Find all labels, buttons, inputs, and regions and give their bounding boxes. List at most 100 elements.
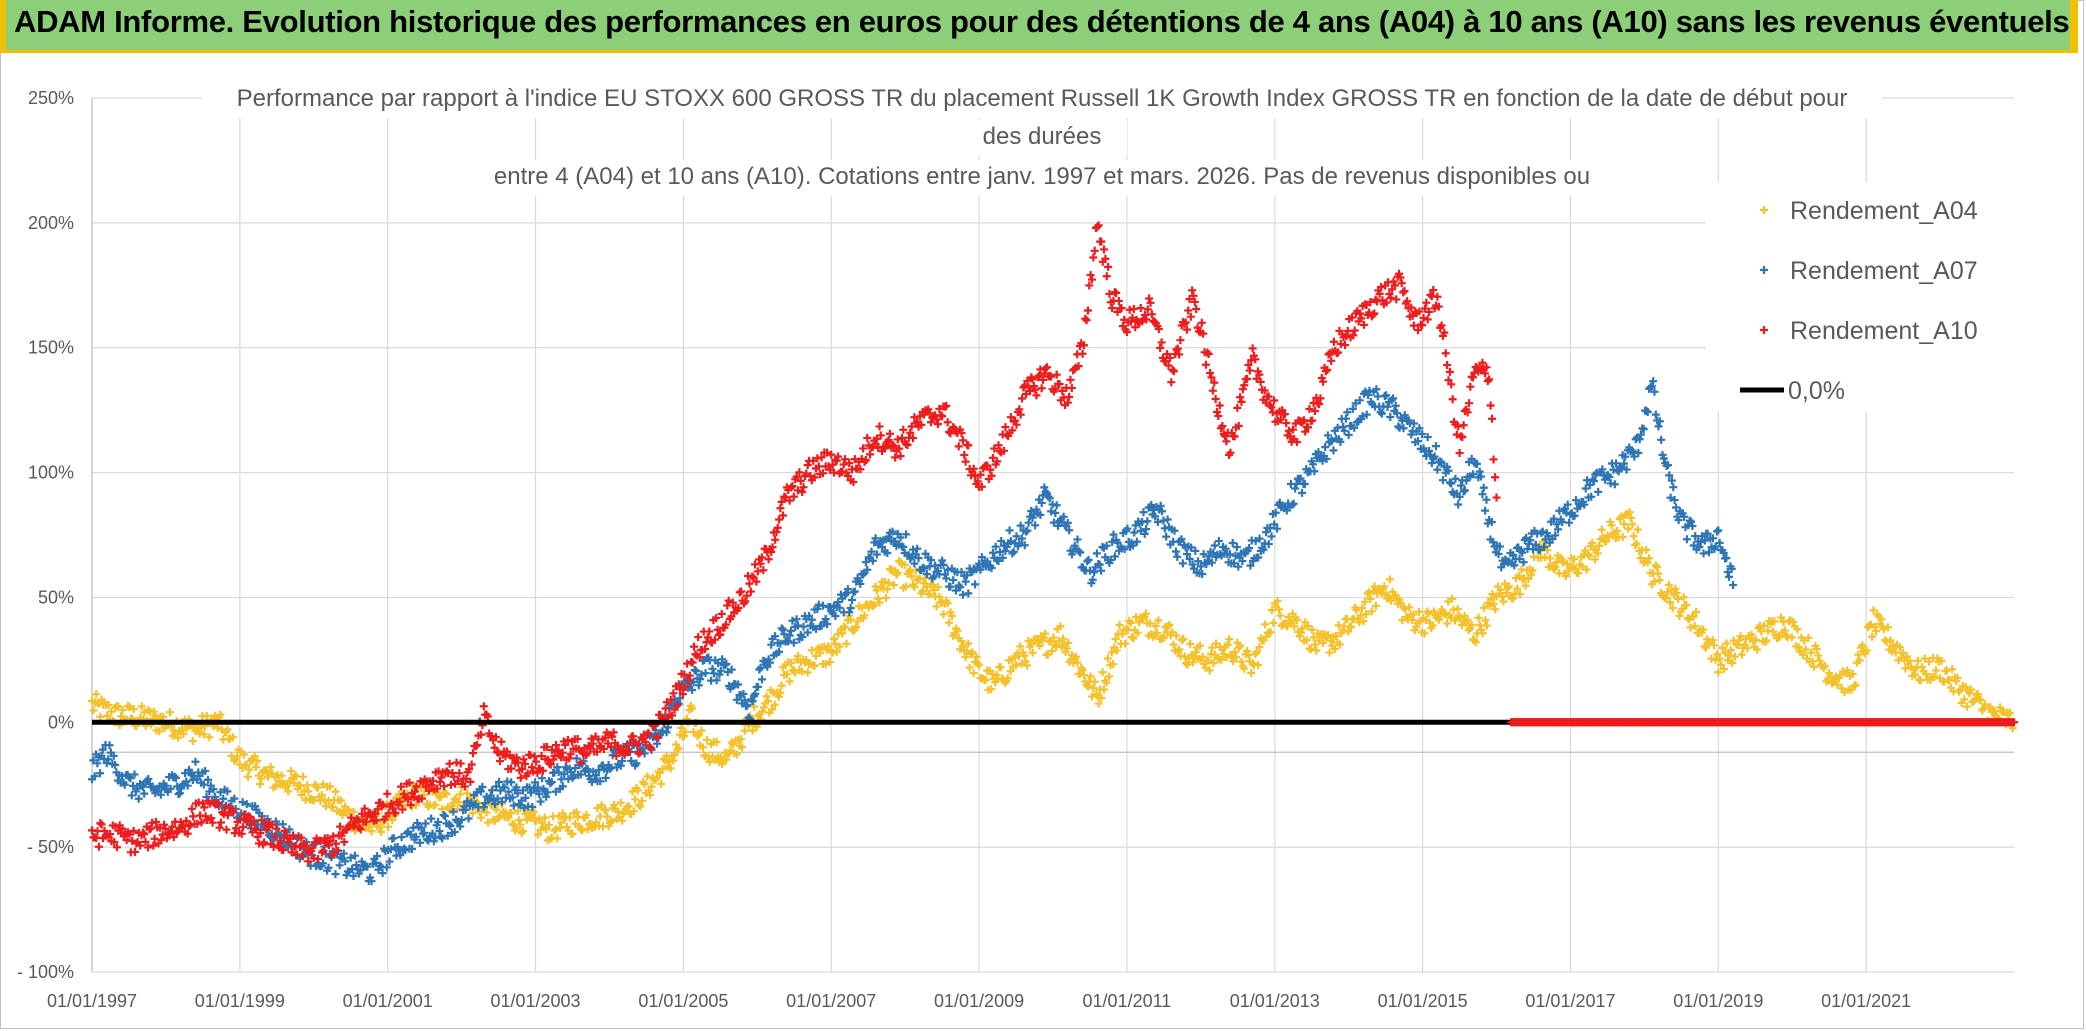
data-point: [556, 823, 565, 832]
data-point: [1390, 281, 1399, 290]
series-rendement-a07: [88, 377, 1738, 886]
data-point: [1637, 430, 1646, 439]
data-point: [550, 826, 559, 835]
data-point: [803, 461, 812, 470]
data-point: [1122, 624, 1131, 633]
data-point: [1027, 639, 1036, 648]
data-point: [97, 820, 106, 829]
data-point: [1284, 426, 1293, 435]
data-point: [1448, 395, 1457, 404]
data-point: [987, 471, 996, 480]
data-point: [460, 782, 469, 791]
data-point: [1682, 601, 1691, 610]
data-point: [144, 843, 153, 852]
data-point: [618, 757, 627, 765]
data-point: [230, 756, 239, 765]
data-point: [1338, 626, 1347, 635]
data-point: [396, 851, 405, 860]
data-point: [1141, 609, 1150, 618]
data-point: [690, 642, 699, 651]
data-point: [1188, 286, 1197, 295]
data-point: [1343, 408, 1352, 417]
data-point: [106, 830, 115, 839]
data-point: [1692, 607, 1701, 616]
data-point: [264, 822, 273, 831]
data-point: [962, 571, 971, 580]
data-point: [1724, 656, 1733, 665]
data-point: [247, 820, 256, 829]
data-point: [93, 759, 102, 768]
data-point: [546, 760, 555, 769]
data-point: [1651, 410, 1660, 419]
data-point: [317, 791, 326, 800]
data-point: [718, 655, 727, 664]
data-point: [674, 744, 683, 753]
data-point: [701, 644, 710, 653]
data-point: [303, 781, 312, 790]
data-point: [1314, 448, 1323, 457]
data-point: [1690, 622, 1699, 631]
data-point: [1095, 560, 1104, 569]
data-point: [1558, 518, 1567, 527]
data-point: [1199, 550, 1208, 559]
data-point: [558, 748, 567, 757]
data-point: [1378, 296, 1387, 305]
data-point: [676, 694, 685, 703]
data-point: [1274, 605, 1283, 614]
data-point: [816, 648, 825, 657]
data-point: [1414, 326, 1422, 335]
data-point: [1715, 538, 1724, 547]
data-point: [724, 596, 733, 605]
data-point: [1689, 612, 1698, 621]
data-point: [834, 452, 843, 461]
data-point: [938, 556, 947, 565]
data-point: [867, 547, 876, 556]
data-point: [1481, 616, 1490, 625]
data-point: [1423, 315, 1432, 324]
data-point: [1854, 650, 1863, 659]
data-point: [587, 734, 596, 743]
legend-label: Rendement_A04: [1790, 197, 1978, 225]
data-point: [1248, 344, 1257, 353]
data-point: [438, 805, 447, 814]
data-point: [775, 647, 784, 656]
data-point: [1070, 365, 1079, 374]
data-point: [739, 690, 748, 699]
data-point: [93, 827, 102, 836]
data-point: [127, 791, 136, 800]
data-point: [560, 770, 569, 779]
data-point: [1035, 371, 1044, 380]
data-point: [1585, 552, 1594, 561]
data-point: [674, 699, 683, 708]
data-point: [118, 824, 127, 833]
data-point: [828, 460, 837, 469]
data-point: [1418, 430, 1427, 439]
data-point: [412, 782, 421, 791]
data-point: [949, 576, 958, 585]
data-point: [1340, 426, 1349, 435]
data-point: [1156, 501, 1165, 510]
data-point: [1047, 372, 1056, 381]
data-point: [1492, 493, 1501, 502]
data-point: [1424, 609, 1433, 618]
data-point: [1770, 617, 1779, 626]
x-tick-label: 01/01/2005: [638, 991, 728, 1011]
data-point: [408, 844, 417, 853]
data-point: [1348, 404, 1357, 413]
data-point: [1438, 476, 1447, 485]
data-point: [751, 689, 760, 698]
data-point: [443, 831, 452, 840]
data-point: [1798, 650, 1807, 659]
data-point: [1494, 549, 1503, 558]
data-point: [421, 819, 430, 828]
data-point: [375, 861, 384, 870]
data-point: [1443, 360, 1452, 369]
data-point: [694, 633, 703, 642]
data-point: [563, 735, 572, 744]
data-point: [1194, 557, 1203, 566]
data-point: [727, 612, 736, 621]
data-point: [1123, 524, 1132, 533]
data-point: [964, 589, 973, 598]
data-point: [1173, 552, 1182, 561]
data-point: [1419, 314, 1428, 323]
